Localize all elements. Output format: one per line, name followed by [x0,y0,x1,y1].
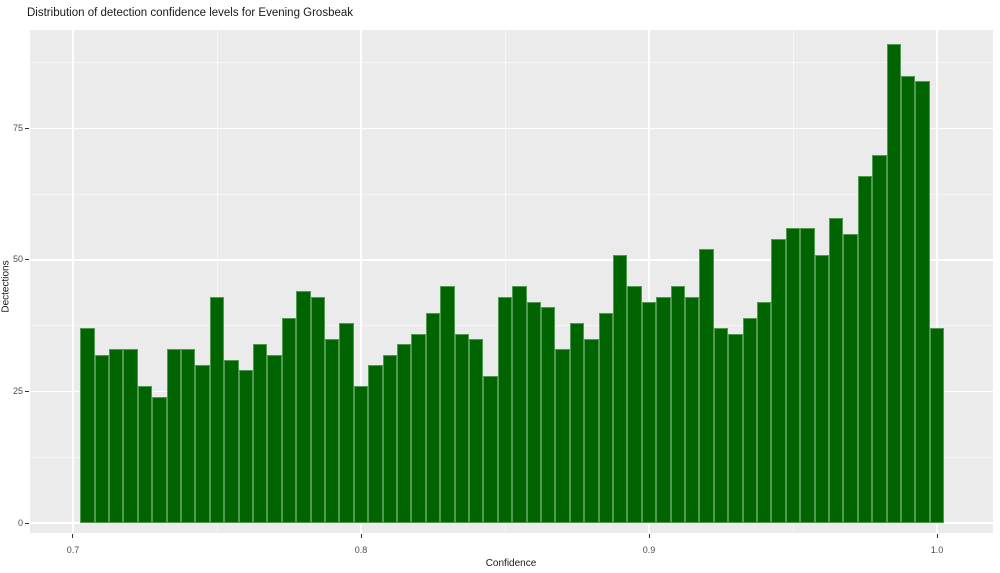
histogram-bar [224,359,239,523]
histogram-bar [440,286,455,523]
histogram-bar [886,44,901,523]
y-tick-label: 75 [12,122,23,133]
histogram-bar [497,296,513,523]
gridline-major-vertical [936,30,938,533]
histogram-bar [742,317,757,523]
y-tick-label: 50 [12,254,23,265]
x-tick-mark [360,534,362,538]
gridline-major-vertical [72,30,74,533]
histogram-bar [137,386,153,523]
histogram-bar [800,228,815,523]
histogram-bar [526,302,541,523]
gridline-minor-horizontal [30,62,993,64]
x-tick-label: 0.9 [642,545,656,555]
histogram-bar [656,296,671,523]
histogram-bar [541,307,556,523]
histogram-bar [929,328,945,523]
x-tick-mark [936,534,938,538]
histogram-bar [915,81,930,523]
y-tick-mark [25,259,29,261]
histogram-bar [325,338,340,523]
histogram-bar [181,349,196,523]
histogram-bar [267,354,282,523]
gridline-major-vertical [648,30,650,533]
histogram-bar [713,328,729,523]
x-tick-mark [648,534,650,538]
gridline-major-vertical [360,30,362,533]
histogram-bar [771,238,786,523]
histogram-bar [512,286,527,523]
histogram-bar [209,296,225,523]
histogram-bar [382,354,397,523]
histogram-bar [152,396,167,523]
histogram-bar [166,349,181,523]
histogram-bar [627,286,642,523]
histogram-bar [613,254,628,523]
histogram-bar [641,302,657,523]
histogram-bar [829,217,844,523]
histogram-bar [757,302,772,523]
x-axis-title: Confidence [485,558,537,569]
y-tick-mark [25,127,29,129]
histogram-bar [785,228,801,523]
histogram-bar [339,323,354,523]
histogram-bar [195,365,210,523]
histogram-bar [584,338,599,523]
histogram-bar [670,286,685,523]
histogram-bar [253,344,268,523]
histogram-bar [454,333,469,523]
x-tick-label: 0.8 [354,545,368,555]
x-tick-label: 0.7 [66,545,80,555]
histogram-bar [699,249,714,523]
histogram-bar [872,154,887,523]
histogram-bar [80,328,95,523]
y-tick-mark [25,522,29,524]
histogram-bar [598,312,613,523]
x-tick-mark [72,534,74,538]
histogram-bar [857,175,873,523]
histogram-bar [108,349,124,523]
gridline-major-horizontal [30,127,993,130]
y-tick-label: 0 [17,517,23,528]
gridline-major-horizontal [30,522,993,524]
histogram-bar [901,75,916,523]
chart-title: Distribution of detection confidence lev… [27,7,354,19]
histogram-bar [123,349,138,523]
gridline-major-horizontal [30,259,993,261]
gridline-minor-vertical [504,30,506,533]
histogram-bar [728,333,743,523]
histogram-bar [814,254,829,523]
histogram-bar [483,375,498,523]
histogram-bar [469,338,484,523]
histogram-bar [310,296,325,523]
histogram-bar [411,333,426,523]
x-tick-label: 1.0 [930,545,944,555]
histogram-bar [569,323,585,523]
histogram-bar [353,386,369,523]
histogram-bar [281,317,297,523]
histogram-bar [368,365,383,523]
gridline-minor-horizontal [30,193,993,195]
y-tick-label: 25 [12,385,23,396]
histogram-bar [555,349,570,523]
histogram-bar [425,312,441,523]
histogram-bar [843,233,858,523]
histogram-bar [685,296,700,523]
y-tick-mark [25,390,29,392]
histogram-bar [397,344,412,523]
chart-panel [30,30,993,533]
histogram-bar [94,354,109,523]
histogram-bar [296,291,311,523]
gridline-minor-vertical [216,30,218,533]
histogram-bar [238,370,253,523]
